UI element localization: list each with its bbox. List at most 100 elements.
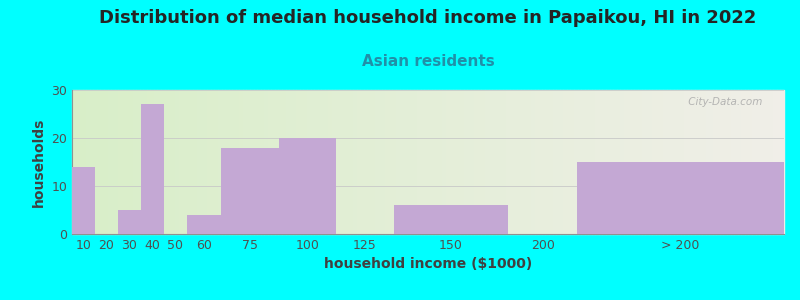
Bar <box>90 90 94 234</box>
Bar <box>720 90 723 234</box>
Bar <box>300 90 303 234</box>
Bar <box>190 90 193 234</box>
Bar <box>72 90 75 234</box>
Bar <box>150 90 154 234</box>
Bar <box>677 90 681 234</box>
Bar <box>521 90 524 234</box>
Bar <box>663 90 666 234</box>
Bar <box>107 90 111 234</box>
Bar <box>236 90 239 234</box>
Bar <box>278 90 282 234</box>
Text: City-Data.com: City-Data.com <box>686 97 762 107</box>
Bar <box>442 90 446 234</box>
Bar <box>659 90 663 234</box>
Text: Distribution of median household income in Papaikou, HI in 2022: Distribution of median household income … <box>99 9 757 27</box>
Bar <box>133 90 136 234</box>
Bar <box>307 90 310 234</box>
Bar <box>670 90 674 234</box>
Bar <box>175 90 179 234</box>
Bar <box>713 90 716 234</box>
Bar <box>101 90 104 234</box>
Y-axis label: households: households <box>32 117 46 207</box>
Bar <box>482 90 485 234</box>
Bar <box>154 90 158 234</box>
Bar <box>474 90 478 234</box>
Bar <box>691 90 695 234</box>
Bar <box>738 90 742 234</box>
Bar <box>104 90 107 234</box>
Bar <box>634 90 638 234</box>
Bar <box>410 90 414 234</box>
Bar <box>574 90 578 234</box>
Bar <box>122 90 126 234</box>
Bar <box>386 90 389 234</box>
Bar <box>143 90 146 234</box>
Bar <box>282 90 286 234</box>
Bar <box>289 90 293 234</box>
Bar <box>631 90 634 234</box>
Bar <box>681 90 684 234</box>
Bar <box>354 90 357 234</box>
Bar <box>158 90 161 234</box>
Bar <box>617 90 620 234</box>
Bar <box>314 90 318 234</box>
Bar <box>538 90 542 234</box>
Bar <box>762 90 766 234</box>
Bar <box>502 90 506 234</box>
Bar <box>546 90 549 234</box>
Bar <box>624 90 627 234</box>
Bar <box>730 90 734 234</box>
Bar <box>702 90 706 234</box>
Bar <box>79 90 82 234</box>
Bar <box>435 90 438 234</box>
Bar <box>225 90 229 234</box>
Bar <box>371 90 374 234</box>
Bar <box>222 148 278 234</box>
Bar <box>399 90 403 234</box>
Bar <box>186 90 190 234</box>
Text: Asian residents: Asian residents <box>362 54 494 69</box>
Bar <box>563 90 567 234</box>
Bar <box>394 205 508 234</box>
Bar <box>161 90 165 234</box>
Bar <box>254 90 257 234</box>
Bar <box>350 90 354 234</box>
Bar <box>114 90 118 234</box>
Bar <box>218 90 222 234</box>
Bar <box>264 90 268 234</box>
Bar <box>470 90 474 234</box>
Bar <box>310 90 314 234</box>
Bar <box>535 90 538 234</box>
Bar <box>752 90 755 234</box>
X-axis label: household income ($1000): household income ($1000) <box>324 257 532 272</box>
Bar <box>698 90 702 234</box>
Bar <box>129 90 133 234</box>
Bar <box>111 90 114 234</box>
Bar <box>364 90 367 234</box>
Bar <box>204 90 207 234</box>
Bar <box>602 90 606 234</box>
Bar <box>75 90 79 234</box>
Bar <box>727 90 730 234</box>
Bar <box>243 90 246 234</box>
Bar <box>585 90 588 234</box>
Bar <box>542 90 546 234</box>
Bar <box>638 90 642 234</box>
Bar <box>531 90 535 234</box>
Bar <box>86 90 90 234</box>
Bar <box>82 90 86 234</box>
Bar <box>450 90 453 234</box>
Bar <box>485 90 489 234</box>
Bar <box>126 90 129 234</box>
Bar <box>382 90 386 234</box>
Bar <box>453 90 457 234</box>
Bar <box>392 90 396 234</box>
Bar <box>649 90 652 234</box>
Bar <box>706 90 710 234</box>
Bar <box>268 90 271 234</box>
Bar <box>360 90 364 234</box>
Bar <box>239 90 243 234</box>
Bar <box>606 90 610 234</box>
Bar <box>742 90 745 234</box>
Bar <box>549 90 553 234</box>
